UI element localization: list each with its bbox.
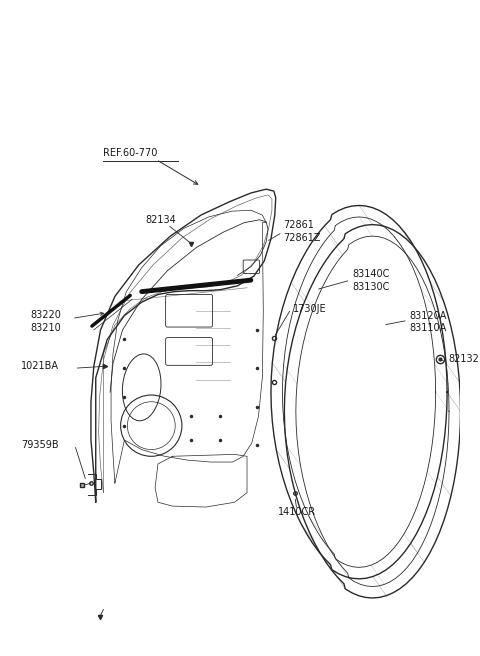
- Text: 83130C: 83130C: [352, 282, 390, 292]
- Text: 82132: 82132: [448, 354, 479, 363]
- Text: 83120A: 83120A: [410, 310, 447, 321]
- Text: 1730JE: 1730JE: [293, 304, 326, 314]
- Text: 72861: 72861: [283, 220, 314, 230]
- Text: REF.60-770: REF.60-770: [103, 148, 158, 157]
- Text: 82134: 82134: [145, 215, 176, 225]
- Text: 79359B: 79359B: [21, 440, 59, 450]
- Text: 83140C: 83140C: [352, 270, 390, 279]
- Text: 83110A: 83110A: [410, 323, 447, 333]
- Text: 1410CR: 1410CR: [277, 507, 316, 517]
- Text: 1021BA: 1021BA: [21, 361, 59, 371]
- Text: 83220: 83220: [31, 310, 61, 319]
- Text: 83210: 83210: [31, 323, 61, 333]
- Text: 72861Z: 72861Z: [283, 233, 321, 243]
